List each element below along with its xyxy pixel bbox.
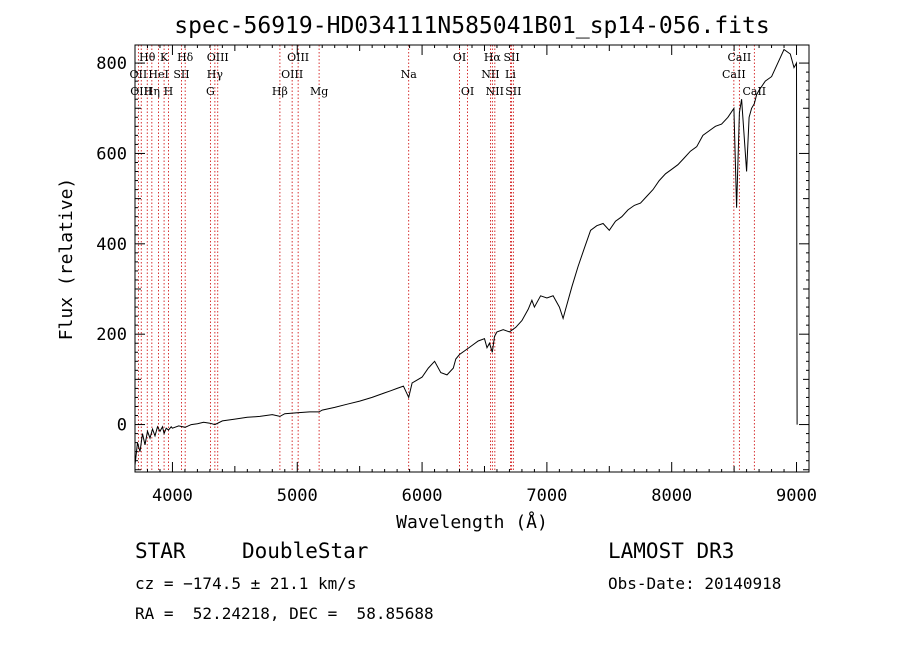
y-axis-label: Flux (relative): [56, 178, 77, 341]
line-label: HeI: [148, 68, 168, 81]
line-label: OIII: [207, 51, 229, 64]
line-label: Hδ: [177, 51, 194, 64]
line-label: OI: [453, 51, 466, 64]
y-tick-label: 400: [96, 235, 127, 255]
x-tick-label: 8000: [651, 486, 692, 506]
line-label: Li: [505, 68, 516, 81]
line-label: Hθ: [139, 51, 156, 64]
line-label: Hγ: [207, 68, 224, 81]
line-label: Mg: [310, 85, 328, 98]
line-label: OIII: [281, 68, 303, 81]
line-label: Hη: [144, 85, 160, 98]
plot-frame: [134, 44, 810, 473]
y-tick-label: 600: [96, 144, 127, 164]
line-label: Hβ: [272, 85, 288, 98]
chart-title: spec-56919-HD034111N585041B01_sp14-056.f…: [174, 13, 769, 39]
line-label: CaII: [722, 68, 746, 81]
x-axis-label: Wavelength (Å): [396, 511, 548, 533]
line-label: CaII: [742, 85, 766, 98]
x-tick-label: 9000: [776, 486, 817, 506]
class-label: STAR: [135, 539, 186, 563]
obs-date-text: Obs-Date: 20140918: [608, 574, 781, 593]
line-label: SII: [503, 51, 519, 64]
line-label: NII: [481, 68, 499, 81]
redshift-text: cz = −174.5 ± 21.1 km/s: [135, 574, 357, 593]
line-label: CaII: [728, 51, 752, 64]
x-axis: 4000 5000 6000 7000 8000 9000: [134, 45, 817, 506]
line-label: OII: [130, 68, 148, 81]
line-label-group: Hθ OII OIII K HeI Hη Hδ SII H OIII Hγ G OIII OIII Hβ Mg…: [130, 51, 767, 98]
x-tick-label: 5000: [277, 486, 318, 506]
survey-label: LAMOST DR3: [608, 539, 734, 563]
coordinates-text: RA = 52.24218, DEC = 58.85688: [135, 604, 434, 623]
x-tick-label: 6000: [402, 486, 443, 506]
y-tick-label: 800: [96, 54, 127, 74]
line-label: Na: [401, 68, 418, 81]
x-tick-label: 4000: [152, 486, 193, 506]
spectrum-line: [134, 48, 798, 466]
line-label: G: [206, 85, 215, 98]
y-tick-label: 200: [96, 325, 127, 345]
line-label: SII: [173, 68, 189, 81]
line-label: H: [164, 85, 174, 98]
x-tick-label: 7000: [526, 486, 567, 506]
line-label: OIII: [130, 85, 152, 98]
subclass-label: DoubleStar: [242, 539, 368, 563]
y-tick-label: 0: [117, 416, 127, 436]
line-marker-group: [137, 45, 755, 472]
y-axis: 0 200 400 600 800: [96, 54, 809, 471]
line-label: K: [160, 51, 169, 64]
line-label: Hα: [484, 51, 502, 64]
line-label: NII: [486, 85, 504, 98]
line-label: OIII: [287, 51, 309, 64]
line-label: SII: [505, 85, 521, 98]
line-label: OI: [461, 85, 474, 98]
